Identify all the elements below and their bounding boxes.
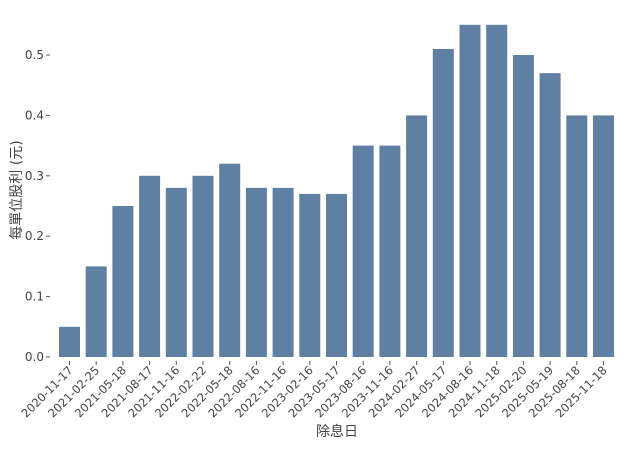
bar-2023-02-16 bbox=[299, 193, 321, 357]
bar-2023-08-16 bbox=[352, 145, 374, 357]
bar-2024-08-16 bbox=[459, 24, 481, 358]
bar-2025-02-20 bbox=[512, 55, 534, 357]
bar-2023-05-17 bbox=[326, 193, 347, 357]
x-axis: 2020-11-172021-02-252021-05-182021-08-17… bbox=[18, 361, 610, 420]
bar-2022-11-16 bbox=[272, 187, 294, 357]
bar-2022-02-22 bbox=[192, 175, 214, 357]
y-tick-label: 0.2 bbox=[25, 229, 44, 243]
y-tick-label: 0.1 bbox=[25, 290, 44, 304]
bar-2021-11-16 bbox=[165, 187, 187, 357]
y-axis: 0.0 0.1 0.2 0.3 0.4 0.5 bbox=[25, 48, 50, 364]
x-axis-label: 除息日 bbox=[316, 423, 358, 440]
bars bbox=[59, 24, 614, 358]
bar-2021-05-18 bbox=[112, 206, 134, 357]
bar-2020-11-17 bbox=[59, 326, 80, 357]
y-axis-label: 每單位股利 (元) bbox=[9, 140, 25, 239]
bar-2025-11-18 bbox=[593, 115, 614, 358]
y-tick-label: 0.3 bbox=[25, 169, 44, 183]
y-tick-label: 0.0 bbox=[25, 350, 44, 364]
bar-2021-02-25 bbox=[85, 266, 107, 357]
y-tick-label: 0.4 bbox=[25, 108, 44, 122]
bar-2022-05-18 bbox=[219, 163, 241, 357]
bar-2022-08-16 bbox=[245, 187, 267, 357]
y-tick-label: 0.5 bbox=[25, 48, 44, 62]
bar-2024-11-18 bbox=[486, 24, 508, 358]
bar-2023-11-16 bbox=[379, 145, 401, 357]
bar-2024-02-27 bbox=[406, 115, 428, 358]
bar-2021-08-17 bbox=[139, 175, 161, 357]
bar-2025-08-18 bbox=[566, 115, 588, 358]
bar-2024-05-17 bbox=[432, 48, 454, 358]
bar-2025-05-19 bbox=[539, 73, 561, 358]
